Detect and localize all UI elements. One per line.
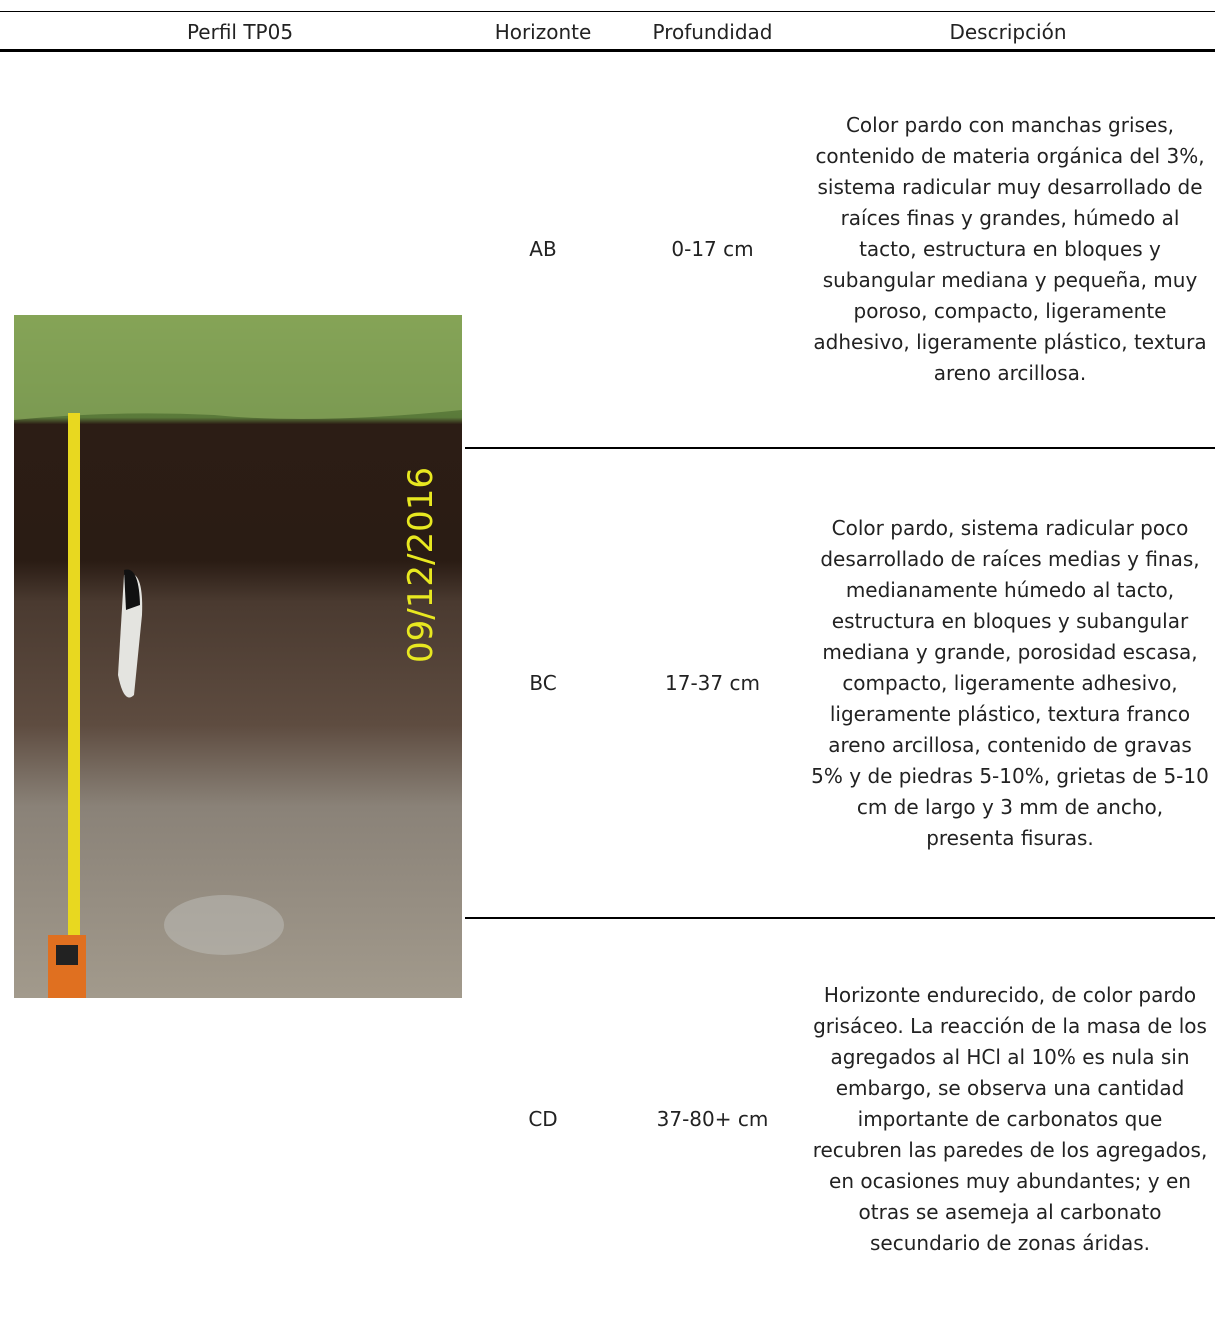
description: Horizonte endurecido, de color pardo gri…: [812, 982, 1208, 1255]
horizon: AB: [529, 237, 557, 261]
soil-profile-photo: 09/12/2016: [14, 315, 462, 998]
header-cell: Perfil TP05: [186, 20, 294, 44]
description: Color pardo, sistema radicular poco desa…: [811, 515, 1209, 850]
depth: 17-37 cm: [665, 670, 760, 695]
date-stamp: 09/12/2016: [401, 467, 441, 663]
description: Color pardo con manchas grises, contenid…: [813, 113, 1207, 385]
row-rule: [465, 917, 1215, 919]
header-cell: Descripción: [949, 20, 1067, 44]
row-rule: [465, 447, 1215, 449]
horizon: CD: [528, 1106, 558, 1131]
top-rule: [0, 11, 1215, 12]
depth: 37-80+ cm: [656, 1106, 769, 1131]
header-rule: [0, 49, 1215, 52]
depth: 0-17 cm: [671, 237, 754, 261]
header-cell: Profundidad: [652, 20, 773, 44]
header-cell: Horizonte: [494, 20, 592, 44]
horizon: BC: [529, 670, 557, 695]
